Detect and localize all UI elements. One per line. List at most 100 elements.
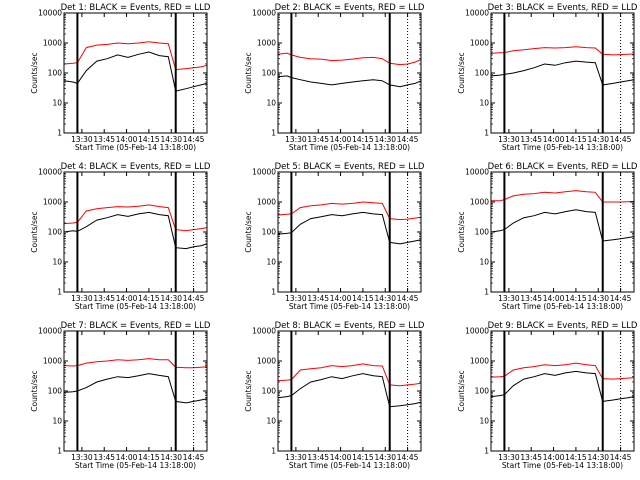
y-tick-label: 100 xyxy=(262,228,277,237)
plot-frame xyxy=(277,171,422,293)
panel-title: Det 4: BLACK = Events, RED = LLD xyxy=(61,162,211,172)
panel-title: Det 1: BLACK = Events, RED = LLD xyxy=(61,3,211,13)
lld-series-line xyxy=(277,363,422,387)
x-tick-label: 14:15 xyxy=(138,294,160,303)
x-tick-label: 14:30 xyxy=(374,453,396,462)
y-tick-label: 10 xyxy=(266,258,276,267)
panel-title: Det 2: BLACK = Events, RED = LLD xyxy=(275,3,425,13)
x-tick-label: 13:45 xyxy=(307,294,329,303)
y-tick-label: 1000 xyxy=(257,198,276,207)
y-tick-label: 1 xyxy=(57,447,62,456)
events-series-line xyxy=(490,370,635,402)
detector-panel-3: Det 3: BLACK = Events, RED = LLD 1 10 100 10… xyxy=(457,3,638,152)
y-tick-label: 1 xyxy=(271,447,276,456)
x-tick-label: 14:15 xyxy=(565,135,587,144)
detector-panel-9: Det 9: BLACK = Events, RED = LLD 1 10 100 10… xyxy=(457,321,638,470)
y-axis-title: Counts/sec xyxy=(244,52,253,93)
y-axis-title: Counts/sec xyxy=(244,370,253,411)
x-tick-label: 13:30 xyxy=(285,135,307,144)
plot-frame xyxy=(63,171,208,293)
x-tick-label: 14:30 xyxy=(374,135,396,144)
y-axis-title: Counts/sec xyxy=(30,52,39,93)
y-tick-label: 1000 xyxy=(43,357,62,366)
y-axis-title: Counts/sec xyxy=(457,370,466,411)
y-tick-label: 10000 xyxy=(465,327,489,336)
x-tick-label: 14:15 xyxy=(138,453,160,462)
plot-frame xyxy=(63,330,208,452)
x-tick-label: 14:45 xyxy=(610,294,632,303)
detector-panel-2: Det 2: BLACK = Events, RED = LLD 1 10 100 10… xyxy=(244,3,425,152)
y-tick-label: 1000 xyxy=(257,39,276,48)
y-axis-title: Counts/sec xyxy=(244,211,253,252)
y-tick-label: 1 xyxy=(484,447,489,456)
y-tick-label: 10 xyxy=(52,258,62,267)
y-tick-label: 1000 xyxy=(470,198,489,207)
x-tick-label: 14:45 xyxy=(183,294,205,303)
events-series-line xyxy=(63,211,208,250)
x-tick-label: 13:30 xyxy=(498,453,520,462)
y-tick-label: 10000 xyxy=(252,9,276,18)
x-axis-title: Start Time (05-Feb-14 13:18:00) xyxy=(289,143,410,152)
x-tick-label: 14:15 xyxy=(352,135,374,144)
y-tick-label: 10000 xyxy=(38,9,62,18)
y-tick-label: 1000 xyxy=(43,39,62,48)
x-tick-label: 13:30 xyxy=(498,294,520,303)
x-axis-title: Start Time (05-Feb-14 13:18:00) xyxy=(75,302,196,311)
x-tick-label: 14:15 xyxy=(352,294,374,303)
y-tick-label: 1000 xyxy=(470,39,489,48)
x-tick-label: 13:45 xyxy=(307,453,329,462)
plot-frame xyxy=(63,12,208,134)
x-tick-label: 14:45 xyxy=(183,453,205,462)
y-tick-label: 10000 xyxy=(252,168,276,177)
y-tick-label: 100 xyxy=(475,387,490,396)
events-series-line xyxy=(63,51,208,92)
x-tick-label: 13:30 xyxy=(285,453,307,462)
y-tick-label: 1 xyxy=(271,288,276,297)
x-tick-label: 14:00 xyxy=(543,135,565,144)
detector-panel-7: Det 7: BLACK = Events, RED = LLD 1 10 100 10… xyxy=(30,321,211,470)
lld-series-line xyxy=(490,362,635,380)
x-tick-label: 13:30 xyxy=(285,294,307,303)
y-tick-label: 10000 xyxy=(465,9,489,18)
x-tick-label: 14:00 xyxy=(330,453,352,462)
lld-series-line xyxy=(490,46,635,56)
panel-title: Det 9: BLACK = Events, RED = LLD xyxy=(488,321,638,331)
events-series-line xyxy=(490,60,635,86)
x-axis-title: Start Time (05-Feb-14 13:18:00) xyxy=(75,461,196,470)
x-tick-label: 14:15 xyxy=(138,135,160,144)
panel-title: Det 5: BLACK = Events, RED = LLD xyxy=(275,162,425,172)
x-tick-label: 14:45 xyxy=(397,135,419,144)
lld-series-line xyxy=(277,201,422,221)
x-tick-label: 14:45 xyxy=(183,135,205,144)
y-tick-label: 1 xyxy=(271,129,276,138)
y-tick-label: 10 xyxy=(479,258,489,267)
x-tick-label: 14:00 xyxy=(116,135,138,144)
plot-frame xyxy=(277,330,422,452)
x-tick-label: 14:15 xyxy=(565,453,587,462)
y-tick-label: 1000 xyxy=(470,357,489,366)
plot-frame xyxy=(277,12,422,134)
detector-panel-8: Det 8: BLACK = Events, RED = LLD 1 10 100 10… xyxy=(244,321,425,470)
x-tick-label: 14:00 xyxy=(116,453,138,462)
x-axis-title: Start Time (05-Feb-14 13:18:00) xyxy=(502,461,623,470)
x-tick-label: 13:30 xyxy=(498,135,520,144)
lld-series-line xyxy=(63,41,208,71)
x-tick-label: 14:00 xyxy=(330,135,352,144)
x-tick-label: 14:30 xyxy=(160,294,182,303)
plot-frame xyxy=(490,330,635,452)
y-tick-label: 100 xyxy=(475,228,490,237)
y-tick-label: 10 xyxy=(479,417,489,426)
y-tick-label: 100 xyxy=(475,69,490,78)
x-tick-label: 14:30 xyxy=(160,135,182,144)
detector-panel-1: Det 1: BLACK = Events, RED = LLD 1 10 100 10… xyxy=(30,3,211,152)
y-tick-label: 1 xyxy=(484,129,489,138)
y-axis-title: Counts/sec xyxy=(30,370,39,411)
x-tick-label: 14:00 xyxy=(330,294,352,303)
y-tick-label: 10000 xyxy=(38,168,62,177)
detector-panel-5: Det 5: BLACK = Events, RED = LLD 1 10 100 10… xyxy=(244,162,425,311)
x-tick-label: 13:45 xyxy=(520,294,542,303)
x-axis-title: Start Time (05-Feb-14 13:18:00) xyxy=(502,143,623,152)
lld-series-line xyxy=(277,52,422,66)
y-axis-title: Counts/sec xyxy=(457,211,466,252)
